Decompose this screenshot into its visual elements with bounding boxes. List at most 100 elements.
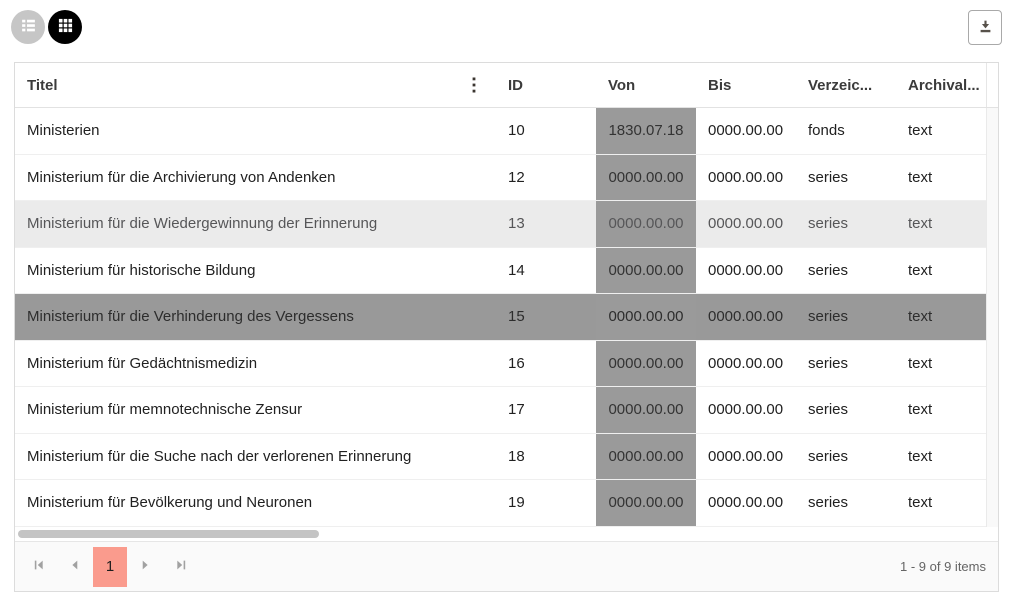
cell-verzeichnungsstufe: series (808, 447, 849, 465)
cell-titel: Ministerium für die Suche nach der verlo… (27, 447, 412, 465)
cell-titel: Ministerium für historische Bildung (27, 261, 256, 279)
cell-id: 13 (508, 215, 525, 233)
column-header-label: Von (608, 76, 636, 94)
cell-verzeichnungsstufe: series (808, 215, 849, 233)
view-toggle-toolbar (11, 10, 82, 44)
cell-verzeichnungsstufe: series (808, 401, 849, 419)
cell-verzeichnungsstufe: series (808, 494, 849, 512)
cell-titel: Ministerium für die Verhinderung des Ver… (27, 308, 354, 326)
table-row[interactable]: Ministerium für Bevölkerung und Neuronen… (15, 480, 986, 527)
table-row[interactable]: Ministerium für historische Bildung 14 0… (15, 247, 986, 294)
next-page-icon (138, 558, 152, 575)
previous-page-button[interactable] (57, 547, 93, 587)
cell-titel: Ministerium für die Wiedergewinnung der … (27, 215, 378, 233)
cell-archivalientyp: text (908, 494, 933, 512)
cell-archivalientyp: text (908, 401, 933, 419)
cell-verzeichnungsstufe: fonds (808, 122, 845, 140)
cell-titel: Ministerien (27, 122, 100, 140)
column-header-label: Archival... (908, 76, 980, 94)
column-header-von[interactable]: Von (596, 63, 696, 107)
cell-archivalientyp: text (908, 447, 933, 465)
pager-info: 1 - 9 of 9 items (900, 559, 986, 574)
cell-bis: 0000.00.00 (708, 122, 784, 140)
cell-archivalientyp: text (908, 354, 933, 372)
cell-id: 17 (508, 401, 525, 419)
cell-id: 19 (508, 494, 525, 512)
cell-von: 1830.07.18 (596, 108, 696, 154)
table-body: Ministerien 10 1830.07.18 0000.00.00 fon… (15, 108, 998, 527)
cell-von: 0000.00.00 (596, 433, 696, 479)
vertical-scrollbar-track (986, 108, 998, 527)
previous-page-icon (68, 558, 82, 575)
cell-archivalientyp: text (908, 168, 933, 186)
column-header-label: Bis (708, 76, 732, 94)
cell-titel: Ministerium für memnotechnische Zensur (27, 401, 303, 419)
cell-bis: 0000.00.00 (708, 261, 784, 279)
table-row[interactable]: Ministerien 10 1830.07.18 0000.00.00 fon… (15, 108, 986, 155)
cell-bis: 0000.00.00 (708, 308, 784, 326)
column-header-label: ID (508, 76, 523, 94)
cell-id: 14 (508, 261, 525, 279)
table-row[interactable]: Ministerium für die Verhinderung des Ver… (15, 294, 986, 341)
cell-bis: 0000.00.00 (708, 215, 784, 233)
cell-bis: 0000.00.00 (708, 354, 784, 372)
download-button[interactable] (968, 10, 1002, 45)
cell-id: 16 (508, 354, 525, 372)
cell-bis: 0000.00.00 (708, 447, 784, 465)
column-header-label: Titel (27, 76, 58, 94)
cell-archivalientyp: text (908, 261, 933, 279)
cell-von: 0000.00.00 (596, 387, 696, 433)
cell-bis: 0000.00.00 (708, 494, 784, 512)
table-row[interactable]: Ministerium für memnotechnische Zensur 1… (15, 387, 986, 434)
cell-von: 0000.00.00 (596, 340, 696, 386)
table-row[interactable]: Ministerium für Gedächtnismedizin 16 000… (15, 340, 986, 387)
horizontal-scrollbar-thumb[interactable] (18, 530, 319, 538)
cell-archivalientyp: text (908, 308, 933, 326)
column-header-bis[interactable]: Bis (696, 63, 796, 107)
list-icon (20, 17, 37, 37)
cell-archivalientyp: text (908, 122, 933, 140)
page-1-button[interactable]: 1 (93, 546, 127, 587)
grid-icon (57, 17, 74, 37)
pager: 1 1 - 9 of 9 items (15, 542, 998, 591)
download-icon (977, 18, 994, 38)
table-row[interactable]: Ministerium für die Suche nach der verlo… (15, 433, 986, 480)
grid-view-button[interactable] (48, 10, 82, 44)
cell-titel: Ministerium für Bevölkerung und Neuronen (27, 494, 313, 512)
header-scrollbar-spacer (986, 63, 998, 107)
cell-von: 0000.00.00 (596, 201, 696, 247)
first-page-button[interactable] (21, 547, 57, 587)
next-page-button[interactable] (127, 547, 163, 587)
cell-id: 12 (508, 168, 525, 186)
cell-von: 0000.00.00 (596, 247, 696, 293)
cell-bis: 0000.00.00 (708, 401, 784, 419)
cell-verzeichnungsstufe: series (808, 168, 849, 186)
last-page-button[interactable] (163, 547, 199, 587)
data-grid: Titel ID Von Bis Verzeic... (14, 62, 999, 592)
cell-archivalientyp: text (908, 215, 933, 233)
column-header-id[interactable]: ID (496, 63, 596, 107)
horizontal-scrollbar-track[interactable] (15, 527, 998, 542)
cell-titel: Ministerium für die Archivierung von And… (27, 168, 336, 186)
table-header-row: Titel ID Von Bis Verzeic... (15, 63, 998, 108)
first-page-icon (32, 558, 46, 575)
list-view-button[interactable] (11, 10, 45, 44)
column-header-titel[interactable]: Titel (15, 63, 496, 107)
cell-titel: Ministerium für Gedächtnismedizin (27, 354, 258, 372)
column-menu-icon[interactable] (466, 76, 482, 94)
column-header-archivalientyp[interactable]: Archival... (896, 63, 986, 107)
cell-von: 0000.00.00 (596, 480, 696, 526)
table-row[interactable]: Ministerium für die Wiedergewinnung der … (15, 201, 986, 248)
cell-verzeichnungsstufe: series (808, 308, 849, 326)
cell-verzeichnungsstufe: series (808, 261, 849, 279)
cell-bis: 0000.00.00 (708, 168, 784, 186)
cell-id: 15 (508, 308, 525, 326)
cell-von: 0000.00.00 (596, 294, 696, 340)
cell-von: 0000.00.00 (596, 154, 696, 200)
column-header-verzeichnungsstufe[interactable]: Verzeic... (796, 63, 896, 107)
column-header-label: Verzeic... (808, 76, 873, 94)
cell-id: 10 (508, 122, 525, 140)
cell-verzeichnungsstufe: series (808, 354, 849, 372)
cell-id: 18 (508, 447, 525, 465)
table-row[interactable]: Ministerium für die Archivierung von And… (15, 154, 986, 201)
